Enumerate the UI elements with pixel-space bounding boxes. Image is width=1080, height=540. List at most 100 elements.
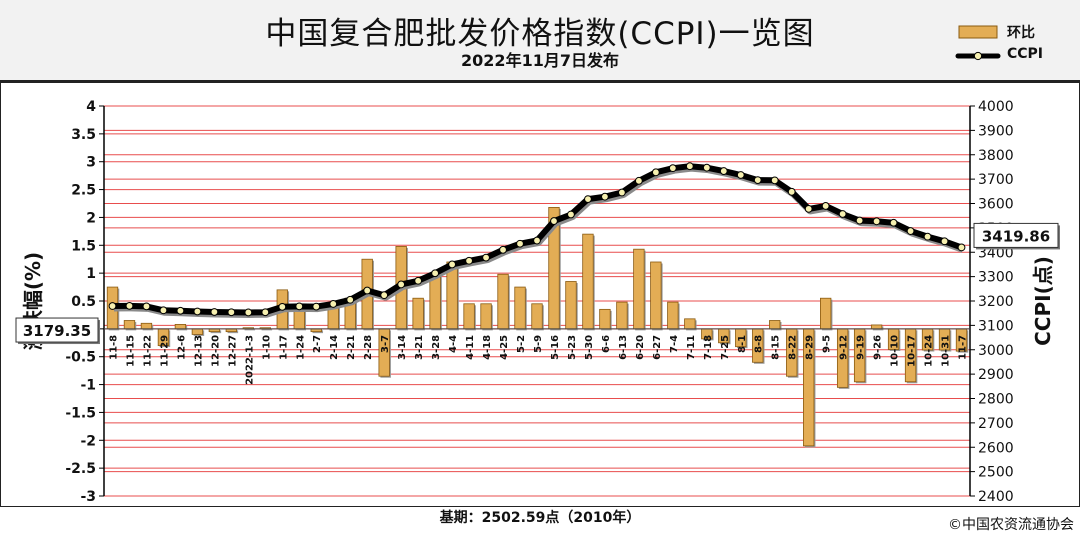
ccpi-point bbox=[753, 176, 762, 184]
axis-labels: 43.532.521.510.50-0.5-1-1.5-2-2.5-340003… bbox=[15, 99, 1060, 505]
base-period: 基期：2502.59点（2010年） bbox=[439, 510, 641, 526]
x-tick-label: 9-5 bbox=[822, 335, 833, 353]
x-tick-label: 7-25 bbox=[720, 335, 731, 360]
ccpi-point bbox=[176, 306, 185, 315]
left-tick-label: -1 bbox=[80, 378, 96, 394]
legend-item-line: CCPI bbox=[955, 46, 1065, 66]
x-tick-label: 8-15 bbox=[771, 335, 782, 360]
x-tick-label: 11-7 bbox=[958, 335, 969, 360]
bar bbox=[684, 318, 696, 330]
bar bbox=[191, 328, 204, 335]
ccpi-point bbox=[719, 167, 728, 175]
bar bbox=[531, 303, 543, 330]
bar-shadow bbox=[261, 329, 273, 331]
right-axis-title: CCPI(点) bbox=[1031, 256, 1055, 346]
legend: 环比 CCPI bbox=[955, 22, 1065, 66]
ccpi-point bbox=[685, 162, 694, 171]
ccpi-point bbox=[278, 302, 287, 311]
x-tick-label: 5-23 bbox=[567, 335, 578, 360]
right-tick-label: 3600 bbox=[978, 197, 1014, 213]
right-tick-label: 2500 bbox=[978, 465, 1014, 481]
chart-title: 中国复合肥批发价格指数(CCPI)一览图 bbox=[265, 16, 815, 52]
ccpi-point bbox=[244, 308, 253, 317]
ccpi-point bbox=[872, 217, 881, 226]
bar bbox=[633, 248, 645, 330]
bar bbox=[650, 261, 662, 330]
chart-header: 中国复合肥批发价格指数(CCPI)一览图 2022年11月7日发布 环比 CCP… bbox=[0, 0, 1080, 82]
x-tick-label: 4-11 bbox=[465, 335, 476, 360]
ccpi-point bbox=[923, 232, 932, 241]
x-tick-label: 10-10 bbox=[890, 335, 901, 367]
line-series bbox=[108, 162, 966, 318]
bar bbox=[140, 322, 153, 330]
bar-shadow bbox=[244, 329, 256, 331]
x-tick-label: 6-13 bbox=[618, 335, 629, 360]
x-tick-label: 4-4 bbox=[448, 335, 459, 353]
ccpi-point bbox=[838, 210, 847, 218]
ccpi-point bbox=[736, 171, 745, 179]
right-tick-label: 2600 bbox=[978, 440, 1014, 456]
x-tick-label: 12-13 bbox=[193, 335, 204, 367]
last-value-label: 3419.86 bbox=[982, 227, 1050, 245]
x-tick-label: 12-6 bbox=[176, 335, 187, 360]
ccpi-point bbox=[584, 195, 592, 204]
bar bbox=[174, 323, 187, 330]
ccpi-point bbox=[431, 269, 440, 278]
ccpi-point bbox=[516, 239, 524, 248]
ccpi-point bbox=[159, 306, 168, 315]
left-tick-label: 0.5 bbox=[71, 294, 96, 310]
x-tick-label: 2-21 bbox=[346, 335, 357, 360]
ccpi-point bbox=[108, 302, 117, 310]
left-tick-label: -1.5 bbox=[65, 405, 96, 421]
ccpi-point bbox=[142, 302, 151, 311]
x-tick-label: 7-11 bbox=[686, 335, 697, 360]
x-tick-label: 1-17 bbox=[278, 335, 289, 360]
x-tick-label: 5-30 bbox=[584, 335, 595, 360]
bar bbox=[616, 301, 628, 330]
x-tick-label: 8-1 bbox=[737, 335, 748, 353]
left-tick-label: 3 bbox=[86, 155, 96, 171]
ccpi-point bbox=[533, 236, 541, 245]
ccpi-point bbox=[889, 218, 898, 227]
left-tick-label: -3 bbox=[80, 489, 96, 505]
ccpi-point bbox=[787, 187, 796, 196]
right-tick-label: 3900 bbox=[978, 123, 1014, 139]
left-tick-label: 2 bbox=[86, 210, 96, 226]
ccpi-point bbox=[651, 168, 660, 177]
bar bbox=[514, 286, 526, 330]
x-tick-label: 9-26 bbox=[873, 335, 884, 360]
x-tick-label: 11-29 bbox=[159, 335, 170, 367]
bar bbox=[870, 324, 883, 330]
grid bbox=[0, 82, 1080, 507]
left-tick-label: 1.5 bbox=[71, 238, 96, 254]
ccpi-point bbox=[380, 291, 389, 300]
x-tick-label: 11-22 bbox=[142, 335, 153, 367]
release-date: 2022年11月7日发布 bbox=[461, 51, 619, 70]
right-tick-label: 3300 bbox=[978, 270, 1014, 286]
bar bbox=[412, 297, 424, 330]
x-tick-label: 10-17 bbox=[907, 335, 918, 367]
right-tick-label: 3200 bbox=[978, 294, 1014, 310]
axes bbox=[99, 105, 975, 497]
right-tick-label: 2800 bbox=[978, 392, 1014, 408]
ccpi-point bbox=[618, 188, 626, 197]
left-tick-label: -2.5 bbox=[65, 461, 96, 477]
ccpi-point bbox=[312, 302, 321, 311]
bar bbox=[599, 308, 611, 330]
x-tick-label: 9-19 bbox=[856, 335, 867, 360]
bar bbox=[463, 303, 475, 330]
ccpi-point bbox=[634, 176, 643, 185]
right-tick-label: 4000 bbox=[978, 99, 1014, 115]
bar bbox=[497, 273, 509, 330]
first-value-label: 3179.35 bbox=[23, 322, 91, 340]
left-tick-label: 1 bbox=[86, 266, 96, 282]
x-tick-label: 10-24 bbox=[924, 335, 935, 367]
ccpi-point bbox=[227, 308, 236, 317]
x-tick-label: 3-7 bbox=[380, 335, 391, 353]
ccpi-point bbox=[567, 210, 575, 219]
legend-item-bar: 环比 bbox=[955, 22, 1065, 42]
left-tick-label: 4 bbox=[86, 99, 96, 115]
ccpi-point bbox=[702, 163, 711, 172]
x-tick-label: 2022-1-3 bbox=[244, 335, 255, 385]
ccpi-point bbox=[397, 280, 406, 289]
